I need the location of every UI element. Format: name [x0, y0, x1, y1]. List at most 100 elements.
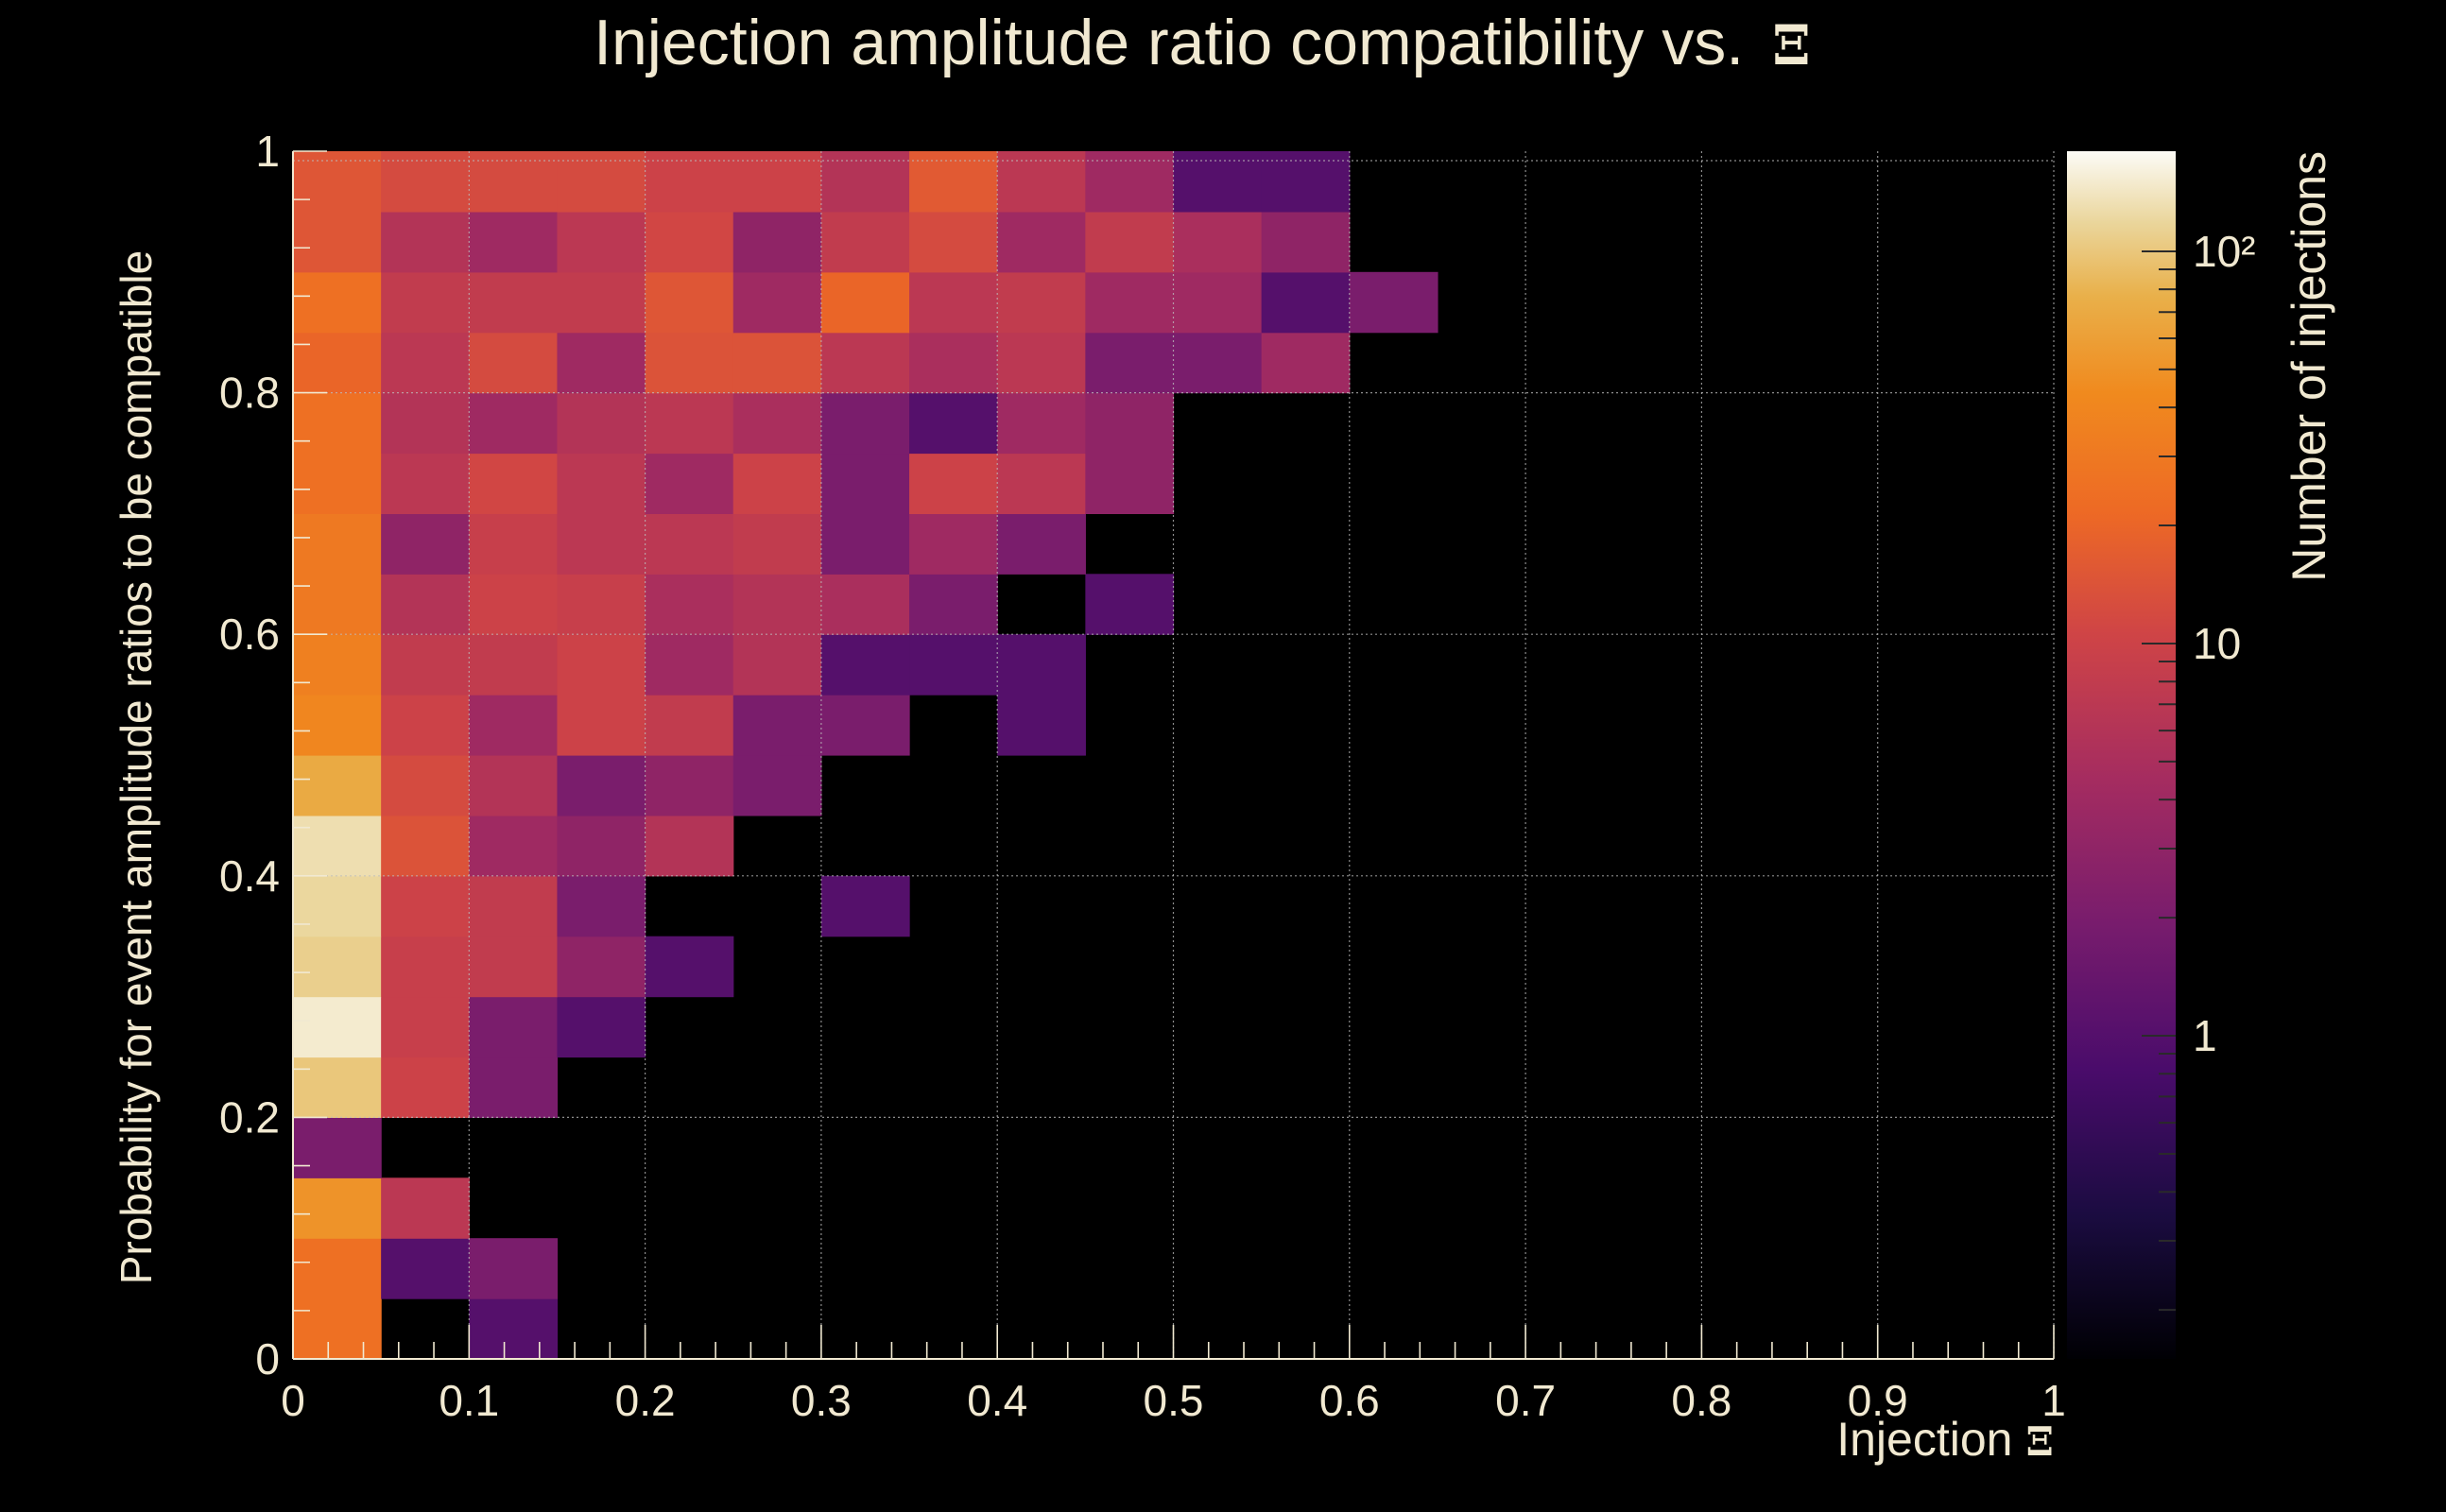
heatmap-cell: [293, 151, 382, 213]
heatmap-cell: [1085, 574, 1175, 635]
heatmap-cell: [293, 332, 382, 394]
heatmap-cell: [469, 1238, 559, 1299]
heatmap-cell: [381, 1177, 470, 1239]
heatmap-cell: [820, 875, 910, 937]
heatmap-cell: [909, 332, 998, 394]
y-tick-label: 0.8: [219, 369, 280, 418]
heatmap-cell: [997, 392, 1086, 455]
x-tick-label: 0.8: [1671, 1376, 1731, 1425]
colorbar: [2067, 151, 2176, 1359]
grid-lines: [293, 151, 2055, 1359]
heatmap-cell: [820, 271, 910, 334]
heatmap-cell: [469, 755, 559, 816]
heatmap-cell: [645, 271, 734, 334]
heatmap-cell: [1085, 332, 1175, 394]
heatmap-cell: [997, 332, 1086, 394]
heatmap-cell: [1261, 271, 1351, 334]
heatmap-cell: [557, 332, 646, 394]
heatmap-cell: [293, 271, 382, 334]
heatmap-cell: [469, 453, 559, 514]
heatmap-cell: [557, 574, 646, 635]
colorbar-tick-label: 10²: [2193, 227, 2255, 276]
y-tick-label: 0.4: [219, 851, 280, 901]
heatmap-cell: [1085, 151, 1175, 213]
heatmap-cell: [1173, 271, 1263, 334]
heatmap-cell: [732, 211, 822, 273]
heatmap-cell: [381, 695, 470, 756]
heatmap-cell: [293, 1057, 382, 1118]
heatmap-cell: [381, 875, 470, 937]
heatmap-cell: [1349, 271, 1438, 334]
heatmap-cell: [732, 453, 822, 514]
heatmap-cell: [645, 695, 734, 756]
heatmap-cell: [469, 332, 559, 394]
heatmap-cell: [820, 392, 910, 455]
x-tick-label: 0.7: [1495, 1376, 1556, 1425]
heatmap-cell: [1173, 211, 1263, 273]
heatmap-cell: [557, 936, 646, 998]
heatmap-cell: [732, 574, 822, 635]
heatmap-cell: [381, 574, 470, 635]
heatmap-cell: [645, 574, 734, 635]
x-tick-label: 0.9: [1848, 1376, 1908, 1425]
heatmap-cell: [469, 271, 559, 334]
heatmap-cell: [469, 936, 559, 998]
heatmap-cell: [645, 936, 734, 998]
y-tick-label: 1: [255, 127, 280, 176]
heatmap-cell: [381, 453, 470, 514]
heatmap-cell: [909, 574, 998, 635]
heatmap-cell: [909, 151, 998, 213]
heatmap-cell: [381, 513, 470, 575]
y-tick-label: 0: [255, 1334, 280, 1383]
heatmap-cell: [820, 332, 910, 394]
heatmap-cell: [293, 392, 382, 455]
heatmap-cell: [293, 513, 382, 575]
heatmap-cell: [469, 211, 559, 273]
heatmap-cell: [732, 271, 822, 334]
heatmap-cell: [557, 392, 646, 455]
heatmap-cell: [469, 151, 559, 213]
heatmap-cell: [557, 151, 646, 213]
heatmap-cell: [1173, 151, 1263, 213]
heatmap-cell: [645, 815, 734, 877]
heatmap-cell: [1173, 332, 1263, 394]
chart-title-symbol: Ξ: [1772, 13, 1811, 77]
heatmap-cell: [381, 271, 470, 334]
x-tick-label: 0.3: [791, 1376, 852, 1425]
y-axis-label: Probability for event amplitude ratios t…: [112, 250, 161, 1284]
heatmap-cell: [557, 875, 646, 937]
heatmap-cell: [293, 1177, 382, 1239]
heatmap-cell: [557, 996, 646, 1058]
x-tick-label: 0.4: [967, 1376, 1027, 1425]
heatmap-cell: [469, 875, 559, 937]
heatmap-cell: [293, 815, 382, 877]
heatmap-cell: [381, 755, 470, 816]
y-tick-label: 0.2: [219, 1092, 280, 1142]
heatmap-cell: [557, 271, 646, 334]
x-axis-ticks: 0 0.1 0.2 0.3 0.4 0.5 0.6 0.7 0.8 0.9 1: [281, 1325, 2066, 1425]
heatmap-cell: [557, 211, 646, 273]
heatmap-cell: [997, 513, 1086, 575]
heatmap-cell: [645, 755, 734, 816]
heatmap-cell: [909, 211, 998, 273]
heatmap-cell: [293, 695, 382, 756]
heatmap-cell: [1261, 332, 1351, 394]
heatmap-cell: [645, 634, 734, 696]
heatmap-cell: [381, 1057, 470, 1118]
heatmap-cell: [820, 574, 910, 635]
colorbar-ticks: 1 10 10²: [2142, 227, 2255, 1312]
heatmap-cell: [1085, 392, 1175, 455]
colorbar-tick-label: 10: [2193, 619, 2241, 668]
x-tick-label: 0.1: [439, 1376, 499, 1425]
x-tick-label: 0.6: [1319, 1376, 1380, 1425]
heatmap-cell: [293, 875, 382, 937]
colorbar-tick-label: 1: [2193, 1011, 2217, 1060]
heatmap-cell: [381, 1238, 470, 1299]
heatmap-cell: [469, 815, 559, 877]
heatmap-cell: [645, 332, 734, 394]
heatmap-cell: [1085, 211, 1175, 273]
heatmap-cell: [469, 1298, 559, 1360]
heatmap-cell: [293, 755, 382, 816]
heatmap-cell: [557, 513, 646, 575]
heatmap-cell: [909, 453, 998, 514]
